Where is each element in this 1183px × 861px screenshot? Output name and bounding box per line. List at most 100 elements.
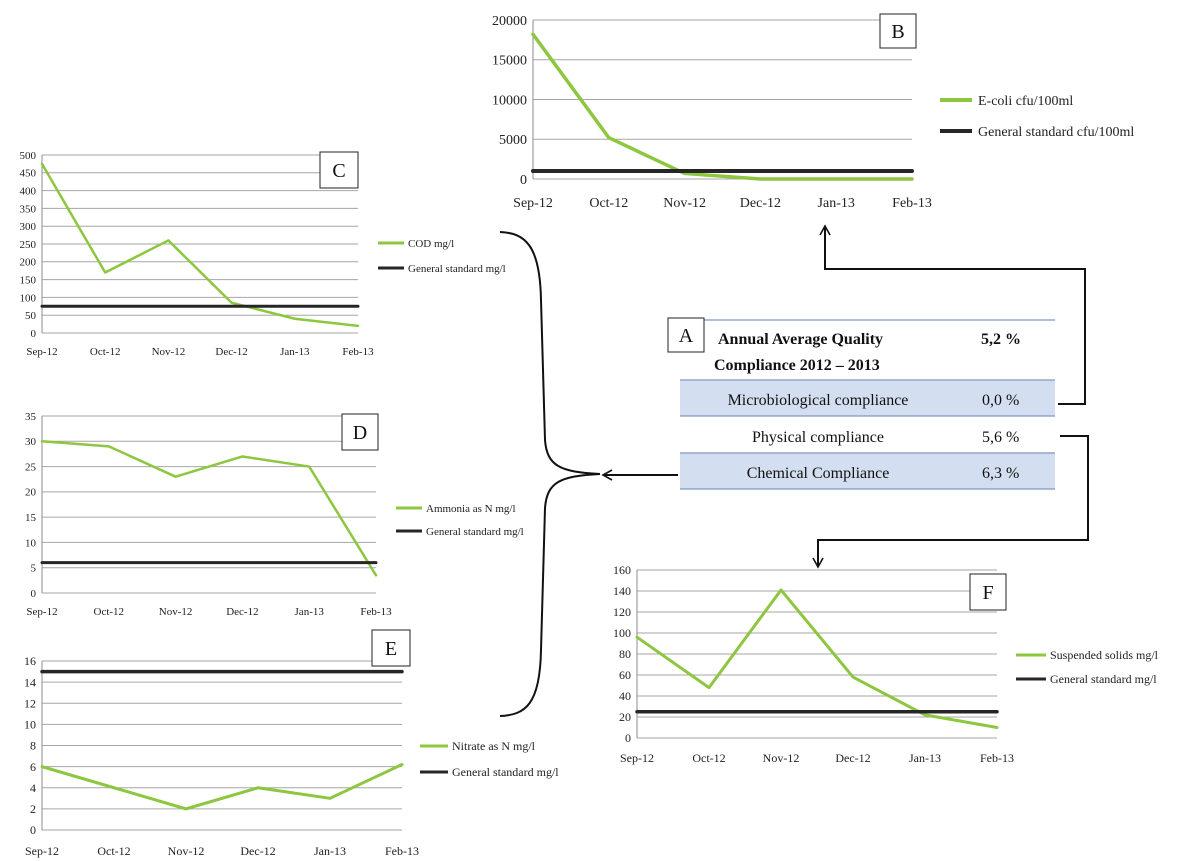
chart-c-ytick-label: 150 <box>20 274 37 286</box>
chart-f-xtick-label: Sep-12 <box>620 751 654 765</box>
table-title-value: 5,2 % <box>981 331 1021 348</box>
chart-d-xtick-label: Feb-13 <box>360 606 392 618</box>
chart-b-xtick-label: Jan-13 <box>818 196 855 211</box>
chart-b-xtick-label: Feb-13 <box>892 196 932 211</box>
chart-e-ytick-label: 2 <box>30 802 36 816</box>
chart-c-xtick-label: Oct-12 <box>90 346 121 358</box>
brace-chemical-charts <box>499 231 601 717</box>
chart-c-ytick-label: 0 <box>31 328 37 340</box>
chart-e-ytick-label: 4 <box>30 781 36 795</box>
chart-f-letter-box <box>969 573 1007 611</box>
chart-d-xtick-label: Jan-13 <box>295 606 325 618</box>
chart-c-ytick-label: 50 <box>25 310 37 322</box>
table-letter: A <box>679 325 694 347</box>
chart-d-letter-box <box>341 413 379 451</box>
chart-b-ytick-label: 5000 <box>499 133 527 148</box>
chart-f-xtick-label: Nov-12 <box>763 751 800 765</box>
chart-b-letter: B <box>891 21 904 43</box>
chart-f-letter: F <box>982 582 993 604</box>
chart-b-letter-box <box>879 13 917 49</box>
chart-c-ytick-label: 200 <box>20 257 37 269</box>
chart-e-ytick-label: 16 <box>24 654 36 668</box>
chart-c-ytick-label: 400 <box>20 185 37 197</box>
chart-b-legend-ecoli: E-coli cfu/100ml <box>978 94 1073 109</box>
chart-e-series-measured-line <box>40 763 404 811</box>
chart-f-legend-standard: General standard mg/l <box>1050 672 1157 686</box>
table-row-label-chemical: Chemical Compliance <box>747 465 890 482</box>
chart-e-ytick-label: 0 <box>30 823 36 837</box>
table-row-label-micro: Microbiological compliance <box>728 392 909 409</box>
arrow-micro-to-ecoli <box>819 224 1086 405</box>
table-row-band-chemical <box>680 453 1055 489</box>
chart-b-xtick-label: Nov-12 <box>663 196 706 211</box>
chart-e-xtick-label: Feb-13 <box>385 844 419 858</box>
chart-d-xtick-label: Sep-12 <box>26 606 57 618</box>
chart-e-ytick-label: 12 <box>24 696 36 710</box>
chart-e-legend-standard: General standard mg/l <box>452 765 559 779</box>
chart-c-xtick-label: Jan-13 <box>280 346 310 358</box>
chart-d-xtick-label: Dec-12 <box>226 606 258 618</box>
chart-c-xtick-label: Sep-12 <box>26 346 57 358</box>
chart-d: 0 5 10 15 20 25 30 35 Sep-12 Oct-12 Nov-12 Dec-12 J… <box>25 411 524 618</box>
chart-e-letter: E <box>385 638 397 660</box>
chart-f-ytick-label: 60 <box>619 668 631 682</box>
chart-c-xtick-label: Nov-12 <box>152 346 186 358</box>
chart-c-letter: C <box>332 160 345 182</box>
chart-b-ytick-label: 15000 <box>492 54 527 69</box>
chart-d-legend-ammonia: Ammonia as N mg/l <box>426 503 516 515</box>
chart-e-letter-box <box>371 629 411 667</box>
chart-e-xtick-label: Sep-12 <box>25 844 59 858</box>
chart-d-ytick-label: 5 <box>31 563 37 575</box>
chart-f-ytick-label: 40 <box>619 689 631 703</box>
chart-c-ytick-label: 250 <box>20 239 37 251</box>
chart-d-legend-standard: General standard mg/l <box>426 526 524 538</box>
chart-c-ytick-label: 350 <box>20 203 37 215</box>
chart-b-ytick-label: 20000 <box>492 14 527 29</box>
chart-e-ytick-label: 10 <box>24 718 36 732</box>
chart-c-ytick-label: 100 <box>20 292 37 304</box>
chart-b-ytick-label: 10000 <box>492 93 527 108</box>
table-title-line1: Annual Average Quality <box>718 331 883 348</box>
chart-c-ytick-label: 300 <box>20 221 37 233</box>
chart-e-ytick-label: 8 <box>30 739 36 753</box>
chart-e-ytick-label: 14 <box>24 675 36 689</box>
chart-f-xtick-label: Oct-12 <box>692 751 725 765</box>
chart-f-ytick-label: 80 <box>619 647 631 661</box>
chart-c-ytick-label: 500 <box>20 150 37 162</box>
chart-d-ytick-label: 35 <box>25 411 37 423</box>
chart-f: 0 20 40 60 80 100 120 140 160 Sep-12 Oct-12 Nov-12… <box>613 563 1159 765</box>
chart-d-ytick-label: 10 <box>25 537 37 549</box>
chart-c-legend-standard: General standard mg/l <box>408 263 506 275</box>
table-row-band-micro <box>680 380 1055 416</box>
chart-f-xtick-label: Feb-13 <box>980 751 1014 765</box>
chart-b-series-measured-line <box>531 32 914 181</box>
chart-f-ytick-label: 120 <box>613 605 631 619</box>
table-row-value-micro: 0,0 % <box>982 392 1019 409</box>
table-row-value-physical: 5,6 % <box>982 429 1019 446</box>
chart-f-xtick-label: Dec-12 <box>835 751 870 765</box>
chart-f-ytick-label: 140 <box>613 584 631 598</box>
chart-d-series-measured-line <box>40 440 378 577</box>
chart-d-xtick-label: Nov-12 <box>159 606 193 618</box>
chart-b-xtick-label: Dec-12 <box>740 196 781 211</box>
chart-f-series-measured-line <box>635 588 999 729</box>
chart-b-xtick-label: Sep-12 <box>513 196 553 211</box>
chart-b: 0 5000 10000 15000 20000 Sep-12 Oct-12 Nov-12 D… <box>492 13 1134 211</box>
chart-f-ytick-label: 0 <box>625 731 631 745</box>
chart-c-xtick-label: Dec-12 <box>215 346 247 358</box>
chart-d-ytick-label: 20 <box>25 487 37 499</box>
chart-f-ytick-label: 100 <box>613 626 631 640</box>
table-title-line2: Compliance 2012 – 2013 <box>714 357 880 374</box>
chart-c-ytick-label: 450 <box>20 168 37 180</box>
chart-d-ytick-label: 15 <box>25 512 37 524</box>
chart-c-letter-box <box>319 151 359 189</box>
chart-e-xtick-label: Nov-12 <box>168 844 205 858</box>
chart-f-xtick-label: Jan-13 <box>909 751 941 765</box>
table-letter-box <box>667 317 705 353</box>
chart-e-xtick-label: Dec-12 <box>240 844 275 858</box>
chart-c-xtick-label: Feb-13 <box>342 346 374 358</box>
chart-c-series-measured-line <box>40 162 360 328</box>
chart-f-legend-solids: Suspended solids mg/l <box>1050 648 1159 662</box>
chart-d-xtick-label: Oct-12 <box>94 606 125 618</box>
